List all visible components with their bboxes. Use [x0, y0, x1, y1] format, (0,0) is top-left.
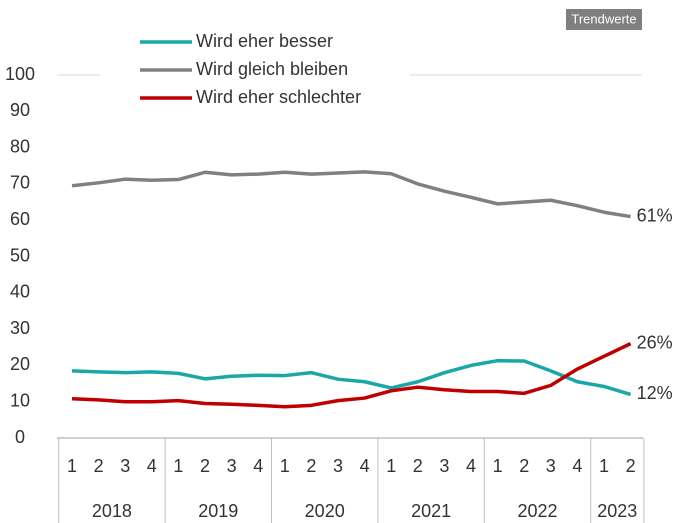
year-label: 2022 [517, 501, 557, 521]
badge-text: Trendwerte [571, 11, 636, 26]
year-label: 2023 [597, 501, 637, 521]
x-tick-label: 2 [94, 456, 104, 476]
badge [566, 9, 642, 30]
y-tick-label: 30 [10, 318, 30, 338]
x-tick-label: 3 [227, 456, 237, 476]
y-tick-label: 100 [5, 64, 35, 84]
x-tick-label: 2 [413, 456, 423, 476]
x-tick-label: 4 [253, 456, 263, 476]
y-tick-label: 80 [10, 136, 30, 156]
y-tick-label: 60 [10, 209, 30, 229]
legend-label: Wird eher schlechter [196, 87, 361, 107]
x-tick-label: 4 [572, 456, 582, 476]
year-label: 2018 [92, 501, 132, 521]
x-tick-label: 1 [386, 456, 396, 476]
value-label: 26% [637, 332, 673, 352]
legend-label: Wird gleich bleiben [196, 59, 348, 79]
x-tick-label: 2 [306, 456, 316, 476]
y-tick-label: 40 [10, 282, 30, 302]
x-tick-label: 3 [120, 456, 130, 476]
x-tick-label: 3 [333, 456, 343, 476]
x-tick-label: 1 [67, 456, 77, 476]
x-tick-label: 2 [626, 456, 636, 476]
x-tick-label: 4 [147, 456, 157, 476]
y-tick-label: 70 [10, 173, 30, 193]
year-label: 2020 [305, 501, 345, 521]
x-tick-label: 1 [599, 456, 609, 476]
x-tick-label: 2 [200, 456, 210, 476]
x-tick-label: 3 [439, 456, 449, 476]
year-label: 2021 [411, 501, 451, 521]
y-tick-label: 20 [10, 354, 30, 374]
x-tick-label: 4 [466, 456, 476, 476]
series-line [71, 342, 632, 409]
x-tick-label: 1 [493, 456, 503, 476]
y-tick-label: 10 [10, 390, 30, 410]
y-tick-label: 90 [10, 100, 30, 120]
x-tick-label: 4 [360, 456, 370, 476]
value-label: 61% [637, 205, 673, 225]
series-line [71, 170, 631, 219]
legend-label: Wird eher besser [196, 31, 333, 51]
year-label: 2019 [198, 501, 238, 521]
y-tick-label: 0 [15, 427, 25, 447]
x-tick-label: 1 [280, 456, 290, 476]
series-line [71, 358, 632, 397]
value-label: 12% [637, 383, 673, 403]
x-tick-label: 1 [173, 456, 183, 476]
x-tick-label: 3 [546, 456, 556, 476]
x-tick-label: 2 [519, 456, 529, 476]
y-tick-label: 50 [10, 245, 30, 265]
